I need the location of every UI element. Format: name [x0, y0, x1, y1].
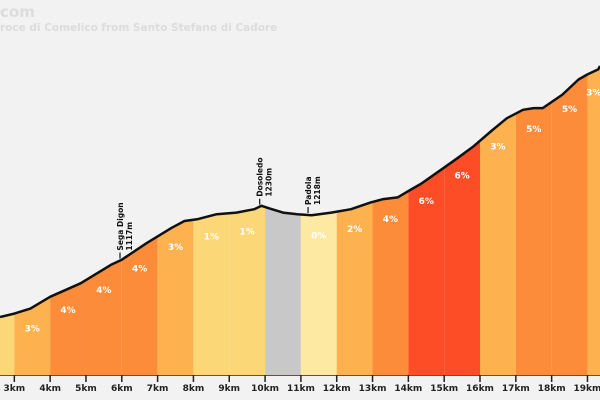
profile-line	[0, 65, 600, 319]
gradient-segments	[0, 66, 600, 375]
landmark-name: Padola	[304, 176, 313, 205]
x-tick-label: 3km	[4, 384, 26, 394]
gradient-label: 5%	[526, 125, 541, 135]
gradient-segment	[0, 66, 15, 375]
gradient-segment	[193, 66, 230, 375]
gradient-label: 4%	[96, 286, 111, 296]
gradient-segment	[50, 66, 86, 375]
gradient-label: 1%	[204, 233, 219, 243]
landmark-annotations: Sega Digon 1117m Dosoledo 1230m Padola 1218m	[116, 157, 322, 259]
x-axis-ticks: 3km 4km 5km 6km 7km 8km 9km 10km 11km 12km 13km 14k…	[4, 375, 600, 394]
gradient-segment	[336, 66, 373, 375]
x-tick-label: 6km	[111, 384, 133, 394]
landmark-elevation: 1230m	[265, 168, 274, 197]
landmark-elevation: 1218m	[313, 176, 322, 205]
x-tick-label: 14km	[394, 384, 422, 394]
chart-subtitle: roce di Comelico from Santo Stefano di C…	[0, 22, 278, 34]
gradient-segment	[85, 66, 122, 375]
gradient-segment	[515, 66, 552, 375]
x-tick-label: 16km	[466, 384, 494, 394]
gradient-segment	[444, 66, 480, 375]
x-tick-label: 12km	[323, 384, 351, 394]
x-tick-label: 15km	[430, 384, 458, 394]
gradient-label: 5%	[562, 105, 577, 115]
landmark-annotation: Padola 1218m	[304, 176, 322, 205]
gradient-label: 6%	[454, 172, 469, 182]
gradient-label: 3%	[586, 88, 600, 98]
x-tick-label: 9km	[218, 384, 240, 394]
landmark-elevation: 1117m	[125, 222, 134, 251]
gradient-label: 1%	[240, 228, 255, 238]
gradient-label: 2%	[347, 225, 362, 235]
x-tick-label: 7km	[147, 384, 169, 394]
gradient-segment	[121, 66, 158, 375]
gradient-segment	[480, 66, 516, 375]
gradient-segment	[372, 66, 409, 375]
landmark-name: Dosoledo	[256, 157, 265, 196]
x-tick-label: 13km	[359, 384, 387, 394]
x-tick-label: 4km	[39, 384, 61, 394]
gradient-label: 4%	[383, 215, 398, 225]
gradient-segment	[157, 66, 194, 375]
chart-title: com	[0, 3, 35, 21]
gradient-label: 4%	[60, 306, 75, 316]
gradient-segment	[551, 66, 588, 375]
gradient-label: 4%	[132, 265, 147, 275]
gradient-segment	[14, 66, 51, 375]
x-tick-label: 5km	[75, 384, 97, 394]
x-tick-label: 10km	[251, 384, 279, 394]
gradient-label: 3%	[168, 243, 183, 253]
gradient-label: 3%	[490, 143, 505, 153]
gradient-labels: 3% 4% 4% 4% 3% 1% 1% 0% 2% 4% 6% 6% 3% 5% 5% 3%	[25, 88, 600, 334]
landmark-annotation: Dosoledo 1230m	[256, 157, 274, 196]
gradient-label: 0%	[311, 231, 326, 241]
x-tick-label: 18km	[538, 384, 566, 394]
gradient-label: 6%	[419, 197, 434, 207]
landmark-annotation: Sega Digon 1117m	[116, 202, 134, 250]
gradient-segment	[587, 66, 600, 375]
x-tick-label: 17km	[502, 384, 530, 394]
x-tick-label: 8km	[183, 384, 205, 394]
gradient-label: 3%	[25, 325, 40, 335]
landmark-name: Sega Digon	[116, 202, 125, 250]
x-tick-label: 11km	[287, 384, 315, 394]
x-tick-label: 19km	[574, 384, 600, 394]
